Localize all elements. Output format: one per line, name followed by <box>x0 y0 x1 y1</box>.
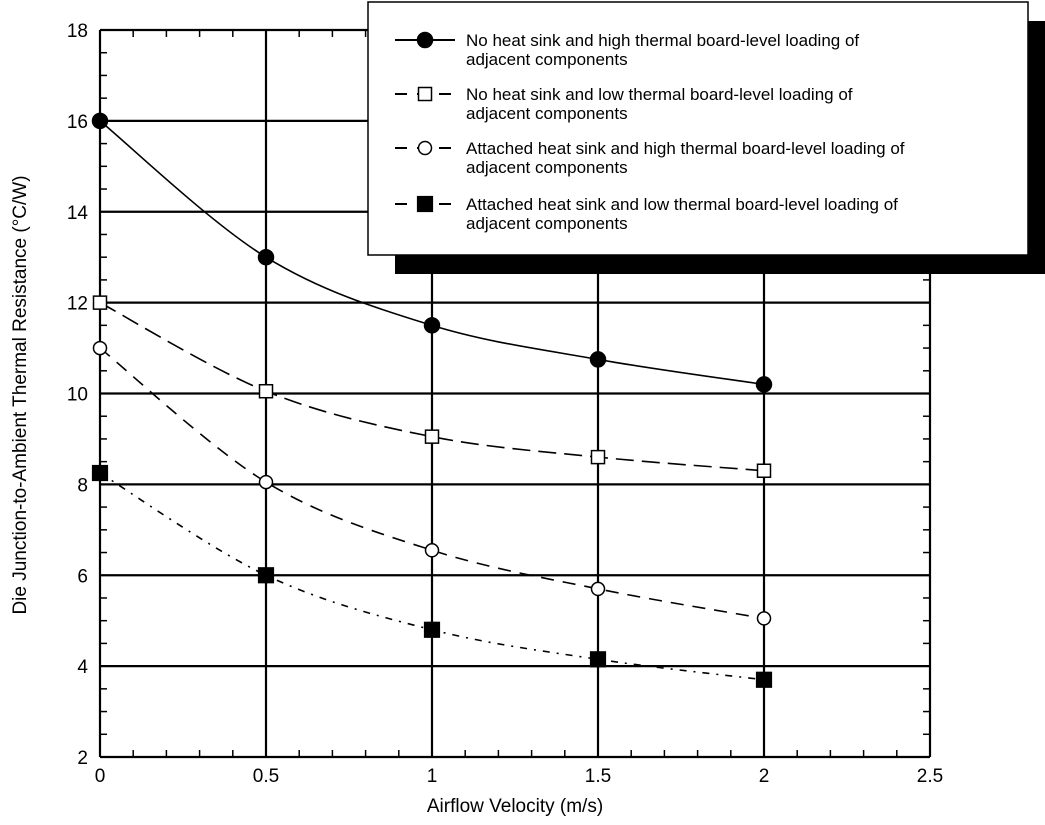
x-tick-label: 0 <box>95 766 106 787</box>
marker-open-square <box>417 86 433 102</box>
y-tick-label: 16 <box>67 112 88 133</box>
y-tick-label: 14 <box>67 203 89 224</box>
x-tick-label: 0.5 <box>253 766 279 787</box>
legend: No heat sink and high thermal board-leve… <box>367 1 1045 274</box>
marker-filled-circle <box>416 31 434 49</box>
marker-open-circle <box>424 543 440 558</box>
legend-entry-label: Attached heat sink and low thermal board… <box>466 195 898 214</box>
marker-open-square <box>756 463 772 478</box>
marker-open-circle <box>756 611 772 626</box>
marker-open-circle <box>258 474 274 490</box>
y-tick-label: 12 <box>67 294 88 315</box>
marker-open-circle <box>92 340 108 356</box>
legend-entry-label: adjacent components <box>466 214 628 233</box>
marker-open-square <box>590 449 606 465</box>
marker-filled-circle <box>91 112 109 130</box>
marker-filled-square <box>416 195 434 213</box>
legend-entry-label: Attached heat sink and high thermal boar… <box>466 139 905 158</box>
x-tick-label: 2.5 <box>917 766 943 787</box>
marker-open-circle <box>417 140 433 156</box>
marker-filled-circle <box>257 248 275 266</box>
legend-entry-label: adjacent components <box>466 50 628 69</box>
marker-filled-square <box>589 651 607 668</box>
marker-filled-circle <box>423 317 441 334</box>
y-tick-label: 18 <box>67 21 88 42</box>
marker-filled-circle <box>755 376 773 393</box>
y-tick-label: 8 <box>77 475 88 496</box>
series-markers <box>91 112 773 688</box>
marker-open-circle <box>590 581 606 597</box>
marker-filled-square <box>257 567 275 584</box>
x-tick-label: 1.5 <box>585 766 611 787</box>
x-tick-label: 1 <box>427 766 438 787</box>
marker-open-square <box>258 383 274 399</box>
marker-filled-square <box>91 464 109 482</box>
x-tick-label: 2 <box>759 766 770 787</box>
marker-filled-circle <box>589 351 607 368</box>
y-tick-label: 2 <box>77 748 88 769</box>
marker-filled-square <box>423 621 441 638</box>
marker-filled-square <box>755 671 773 688</box>
legend-entry-label: No heat sink and high thermal board-leve… <box>466 31 859 50</box>
legend-box <box>367 1 1029 256</box>
series-line-2 <box>99 301 765 472</box>
marker-open-square <box>92 295 108 310</box>
y-axis-title: Die Junction-to-Ambient Thermal Resistan… <box>10 175 31 614</box>
legend-entry-label: adjacent components <box>466 104 628 123</box>
legend-entry-label: No heat sink and low thermal board-level… <box>466 85 853 104</box>
tick-labels: 0 0.5 1 1.5 2 2.5 2 4 6 8 10 12 14 16 18 <box>67 21 943 787</box>
x-axis-title: Airflow Velocity (m/s) <box>427 796 603 817</box>
marker-open-square <box>424 429 440 444</box>
y-tick-label: 4 <box>77 657 88 678</box>
y-tick-label: 6 <box>77 566 88 587</box>
y-tick-label: 10 <box>67 385 88 406</box>
legend-entry-label: adjacent components <box>466 158 628 177</box>
